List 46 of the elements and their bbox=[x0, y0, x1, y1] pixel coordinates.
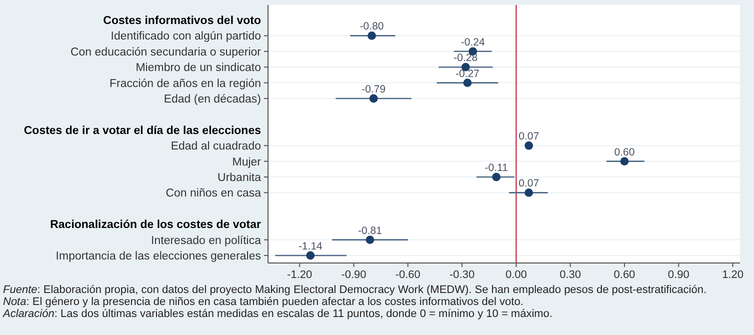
y-tick-label: Interesado en política bbox=[151, 234, 262, 247]
x-tick-label: -1.20 bbox=[287, 269, 312, 281]
x-tick-label: -0.60 bbox=[395, 269, 420, 281]
y-tick-label: Con niños en casa bbox=[166, 188, 262, 200]
data-label: -0.28 bbox=[454, 52, 478, 64]
text: Aclaración: Las dos últimas variables están medidas en escalas de 11 puntos, donde 0 = mínimo y 10 = máximo. bbox=[2, 308, 552, 320]
x-tick-label: 0.30 bbox=[560, 269, 582, 281]
y-tick-label: Con educación secundaria o superior bbox=[70, 46, 262, 58]
x-tick-label: 0.90 bbox=[668, 269, 690, 281]
x-tick-label: -0.30 bbox=[449, 269, 475, 281]
y-tick-label: Fracción de años en la región bbox=[109, 78, 261, 90]
data-label: 0.60 bbox=[614, 146, 635, 158]
point bbox=[366, 236, 374, 244]
point bbox=[620, 157, 629, 166]
data-label: -0.11 bbox=[484, 162, 508, 174]
point bbox=[306, 251, 315, 260]
data-label: 0.07 bbox=[518, 178, 540, 190]
point bbox=[368, 32, 376, 40]
text: Nota: El género y la presencia de niños en casa también pueden afectar a los costes informativos del voto. bbox=[3, 296, 524, 308]
y-tick-label: Urbanita bbox=[218, 172, 262, 184]
y-tick-label: Costes de ir a votar el día de las elecciones bbox=[24, 124, 261, 137]
x-tick-label: 0.60 bbox=[614, 269, 636, 281]
data-label: -1.14 bbox=[298, 240, 323, 252]
x-tick-label: 1.20 bbox=[722, 269, 744, 281]
y-tick-label: Identificado con algún partido bbox=[110, 30, 261, 43]
point bbox=[524, 141, 534, 150]
data-label: -0.80 bbox=[360, 20, 384, 33]
data-label: -0.79 bbox=[362, 84, 386, 96]
data-label: -0.81 bbox=[358, 224, 382, 237]
y-tick-label: Racionalización de los costes de votar bbox=[50, 219, 262, 232]
y-tick-label: Costes informativos del voto bbox=[103, 15, 261, 27]
point bbox=[369, 94, 378, 103]
x-tick-label: -0.90 bbox=[341, 269, 366, 281]
y-tick-label: Importancia de las elecciones generales bbox=[56, 250, 262, 262]
data-label: -0.27 bbox=[455, 68, 480, 80]
source-note: Fuente: Elaboración propia, con datos del proyecto Making Electoral Democracy Work (MEDW). Se han empleado pesos de post-estratificación. bbox=[3, 284, 707, 296]
data-label: -0.24 bbox=[460, 36, 485, 48]
point bbox=[463, 78, 472, 87]
data-label: 0.07 bbox=[518, 130, 540, 143]
point bbox=[524, 188, 534, 197]
y-tick-label: Mujer bbox=[232, 156, 262, 168]
point bbox=[492, 172, 501, 182]
y-tick-label: Edad (en décadas) bbox=[164, 94, 262, 106]
y-tick-label: Edad al cuadrado bbox=[170, 140, 261, 153]
x-tick-label: 0.00 bbox=[505, 269, 527, 281]
y-tick-label: Miembro de un sindicato bbox=[136, 62, 261, 74]
